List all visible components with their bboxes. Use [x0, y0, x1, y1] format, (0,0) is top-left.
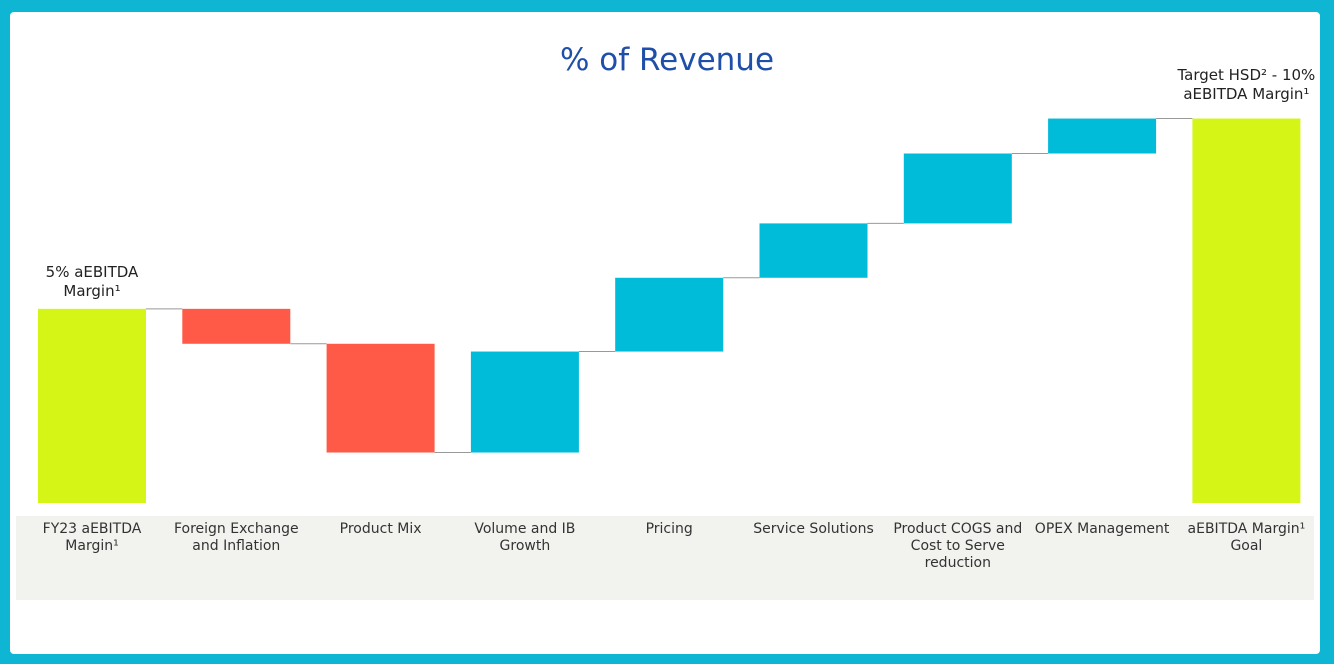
bar	[1048, 118, 1157, 154]
category-label: Product COGS and Cost to Serve reduction	[893, 521, 1023, 571]
category-label: Service Solutions	[753, 521, 874, 537]
category-label: Volume and IB Growth	[474, 521, 576, 554]
label-band	[16, 516, 1314, 600]
bar	[38, 308, 146, 503]
bar	[470, 351, 579, 453]
category-label: Pricing	[645, 521, 693, 537]
category-label: aEBITDA Margin¹ Goal	[1187, 521, 1306, 554]
category-label: Foreign Exchange and Inflation	[173, 521, 299, 554]
bar	[182, 308, 291, 344]
annotation: 5% aEBITDA Margin¹	[45, 262, 139, 300]
category-label: OPEX Management	[1034, 521, 1170, 537]
bar	[326, 343, 435, 453]
bar	[903, 153, 1012, 224]
category-label: Product Mix	[339, 521, 422, 537]
chart-title: % of Revenue	[559, 42, 775, 78]
bar	[759, 223, 868, 278]
annotation: Target HSD² - 10% aEBITDA Margin¹	[1177, 65, 1316, 103]
category-label: FY23 aEBITDA Margin¹	[42, 521, 142, 554]
bar	[1192, 118, 1301, 504]
bar	[615, 277, 724, 352]
